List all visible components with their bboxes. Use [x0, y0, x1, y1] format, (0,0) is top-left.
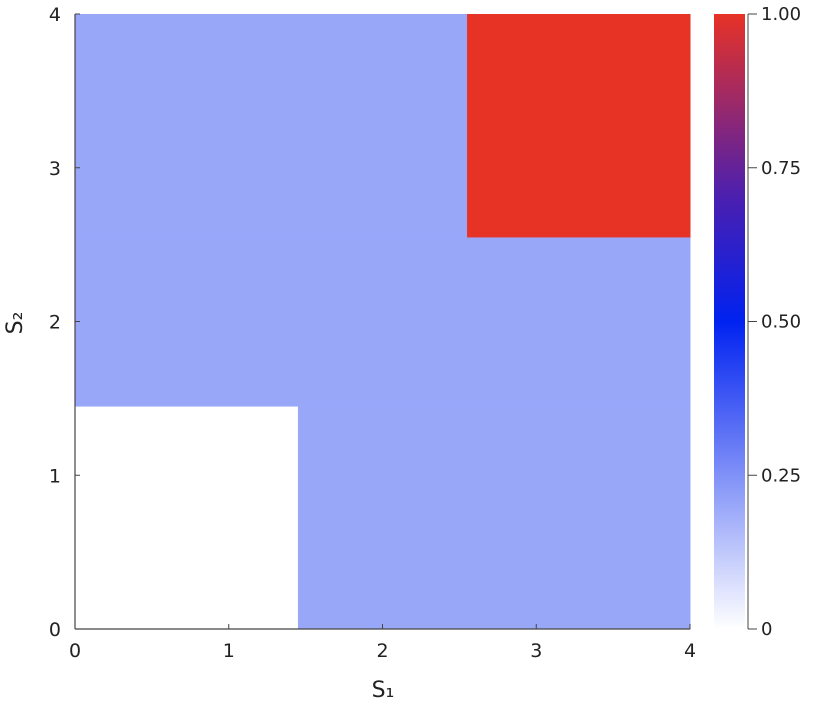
- x-tick-label: 3: [530, 640, 542, 662]
- y-tick-label: 0: [49, 619, 61, 641]
- x-axis-label: S₁: [372, 678, 395, 703]
- y-axis-ticks: 0 1 2 3 4: [49, 4, 80, 641]
- colorbar-gradient: [714, 14, 745, 629]
- colorbar-tick-label: 1.00: [761, 4, 801, 25]
- heatmap-cell-0: [75, 406, 299, 630]
- heatmap-cell-1: [297, 406, 691, 630]
- colorbar-tick-label: 0.75: [761, 158, 801, 179]
- heatmap-cell-3: [75, 14, 468, 238]
- x-tick-label: 1: [223, 640, 235, 662]
- y-tick-label: 1: [49, 465, 61, 487]
- x-tick-label: 2: [376, 640, 388, 662]
- colorbar-tick-label: 0.25: [761, 465, 801, 486]
- x-tick-label: 4: [684, 640, 696, 662]
- heatmap-cell-4: [467, 14, 691, 238]
- y-tick-label: 3: [49, 158, 61, 180]
- x-axis-ticks: 0 1 2 3 4: [69, 624, 696, 662]
- x-tick-label: 0: [69, 640, 81, 662]
- heatmap-cells: [75, 14, 691, 630]
- y-tick-label: 4: [49, 4, 61, 26]
- colorbar: 0 0.25 0.50 0.75 1.00: [714, 4, 801, 640]
- y-tick-label: 2: [49, 312, 61, 334]
- heatmap-cell-2: [75, 236, 691, 407]
- y-axis-label: S₂: [3, 312, 28, 335]
- colorbar-tick-label: 0: [761, 619, 772, 640]
- colorbar-tick-label: 0.50: [761, 312, 801, 333]
